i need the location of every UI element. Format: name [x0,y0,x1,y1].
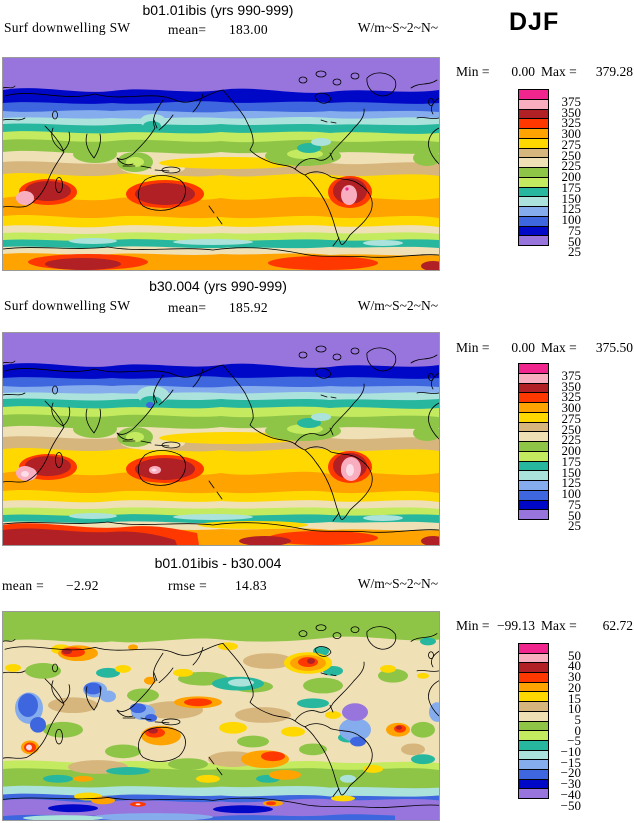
min-value: 0.00 [511,340,535,355]
max-label: Max = [541,618,577,633]
mean-value: 183.00 [229,22,268,37]
colorbar-tick-label: 275 [561,410,582,426]
colorbar-tick-label: 200 [561,169,582,184]
units-label: W/m~S~2~N~ [357,576,438,591]
colorbar-tick-label: 250 [561,147,582,163]
colorbar-tick-label: 40 [568,658,581,674]
colorbar-tick-label: 375 [561,93,582,109]
colorbar-tick-label: 175 [561,453,582,469]
min-label: Min = [456,64,490,79]
variable-label: Surf downwelling SW [4,298,131,313]
mean-label: mean= [168,22,207,37]
colorbar-tick-label: −15 [560,754,581,770]
colorbar-segment [518,509,549,520]
colorbar-tick-label: 350 [561,104,582,120]
colorbar-tick-label: 250 [561,421,582,437]
antarctic-hot-anomaly [3,386,361,545]
colorbar-tick-label: −10 [560,744,581,759]
max-value: 379.28 [595,64,633,79]
colorbar-tick-label: 325 [561,115,582,131]
panel-title: b30.004 (yrs 990-999) [149,278,287,294]
mean-label: mean= [168,300,207,315]
colorbar-tick-label: 175 [561,179,582,195]
colorbar-tick-label: 300 [561,126,582,141]
colorbar-tick-label: 225 [561,432,582,448]
max-value: 375.50 [595,340,633,355]
colorbar-tick-label: 350 [561,378,582,394]
units-label: W/m~S~2~N~ [357,298,438,313]
colorbar-tick-label: 20 [568,679,581,695]
min-value: 0.00 [511,64,535,79]
colorbar-tick-label: −30 [560,776,581,792]
map-top [2,57,440,271]
max-value: 62.72 [602,618,633,633]
colorbar-tick-label: 275 [561,136,582,152]
colorbar-tick-label: −40 [560,786,581,802]
colorbar-tick-label: 25 [568,518,581,534]
min-value: −99.13 [497,618,535,633]
min-label: Min = [456,340,490,355]
colorbar-tick-label: 50 [568,233,581,249]
panel-title: b01.01ibis - b30.004 [154,555,282,571]
colorbar-tick-label: 0 [574,722,582,738]
colorbar-tick-label: 10 [568,701,581,717]
mean-value: 185.92 [229,300,268,315]
colorbar-tick-label: 5 [574,711,582,727]
mean-value: −2.92 [66,578,99,593]
colorbar-middle: 375 350 325 300 275 250 225 200 175 150 125 100 75 50… [518,363,581,533]
max-label: Max = [541,64,577,79]
season-label: DJF [509,8,560,36]
colorbar-tick-label: 50 [568,507,581,523]
mean-label: mean = [2,578,45,593]
colorbar-tick-label: 100 [561,212,582,227]
colorbar-tick-label: −50 [560,797,581,813]
max-label: Max = [541,340,577,355]
colorbar-tick-label: 375 [561,367,582,383]
colorbar-tick-label: 325 [561,389,582,405]
min-label: Min = [456,618,490,633]
colorbar-tick-label: −5 [567,733,581,749]
colorbar-tick-label: 125 [561,201,582,217]
colorbar-tick-label: 75 [568,496,581,512]
colorbar-tick-label: 150 [561,464,582,480]
panel-title: b01.01ibis (yrs 990-999) [142,2,294,18]
colorbar-bottom: 50 40 30 20 15 10 5 0 −5 −10 −15 −20 −30 −40 −50 [518,643,581,813]
colorbar-tick-label: 30 [568,669,581,685]
colorbar-tick-label: 300 [561,400,582,415]
colorbar-tick-label: 150 [561,190,582,206]
map-middle [2,332,440,546]
colorbar-tick-label: 15 [568,690,581,706]
colorbar-tick-label: 100 [561,486,582,501]
rmse-value: 14.83 [235,578,267,593]
colorbar-tick-label: 225 [561,158,582,174]
colorbar-tick-label: −20 [560,765,581,781]
colorbar-tick-label: 75 [568,222,581,238]
colorbar-segment [518,235,549,246]
colorbar-tick-label: 125 [561,475,582,491]
map-bottom [2,611,440,821]
colorbar-tick-label: 50 [568,647,581,663]
colorbar-tick-label: 25 [568,244,581,260]
units-label: W/m~S~2~N~ [357,20,438,35]
colorbar-segment [518,788,549,799]
colorbar-top: 375 350 325 300 275 250 225 200 175 150 125 100 75 50… [518,89,581,259]
colorbar-tick-label: 200 [561,443,582,458]
rmse-label: rmse = [168,578,208,593]
variable-label: Surf downwelling SW [4,20,131,35]
